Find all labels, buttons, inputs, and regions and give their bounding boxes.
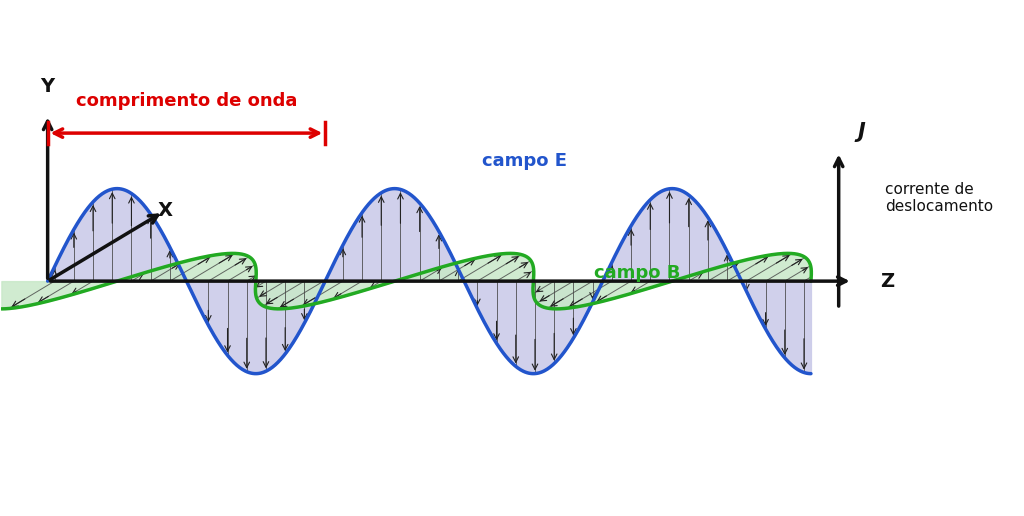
Text: comprimento de onda: comprimento de onda <box>76 92 297 110</box>
Text: corrente de
deslocamento: corrente de deslocamento <box>885 182 993 214</box>
Text: campo E: campo E <box>482 152 567 170</box>
Text: X: X <box>158 201 173 220</box>
Text: Z: Z <box>881 271 894 291</box>
Text: Y: Y <box>41 77 54 96</box>
Text: J: J <box>857 122 865 142</box>
Text: campo B: campo B <box>594 265 680 282</box>
